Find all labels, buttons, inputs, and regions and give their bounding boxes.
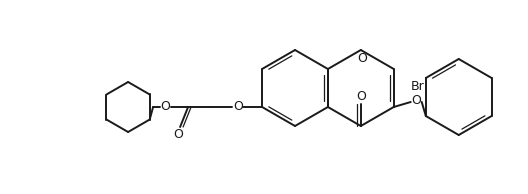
- Text: Br: Br: [411, 80, 425, 93]
- Text: O: O: [173, 128, 183, 141]
- Text: O: O: [357, 51, 367, 64]
- Text: O: O: [160, 100, 170, 113]
- Text: O: O: [411, 94, 421, 107]
- Text: O: O: [356, 89, 366, 102]
- Text: O: O: [233, 100, 243, 113]
